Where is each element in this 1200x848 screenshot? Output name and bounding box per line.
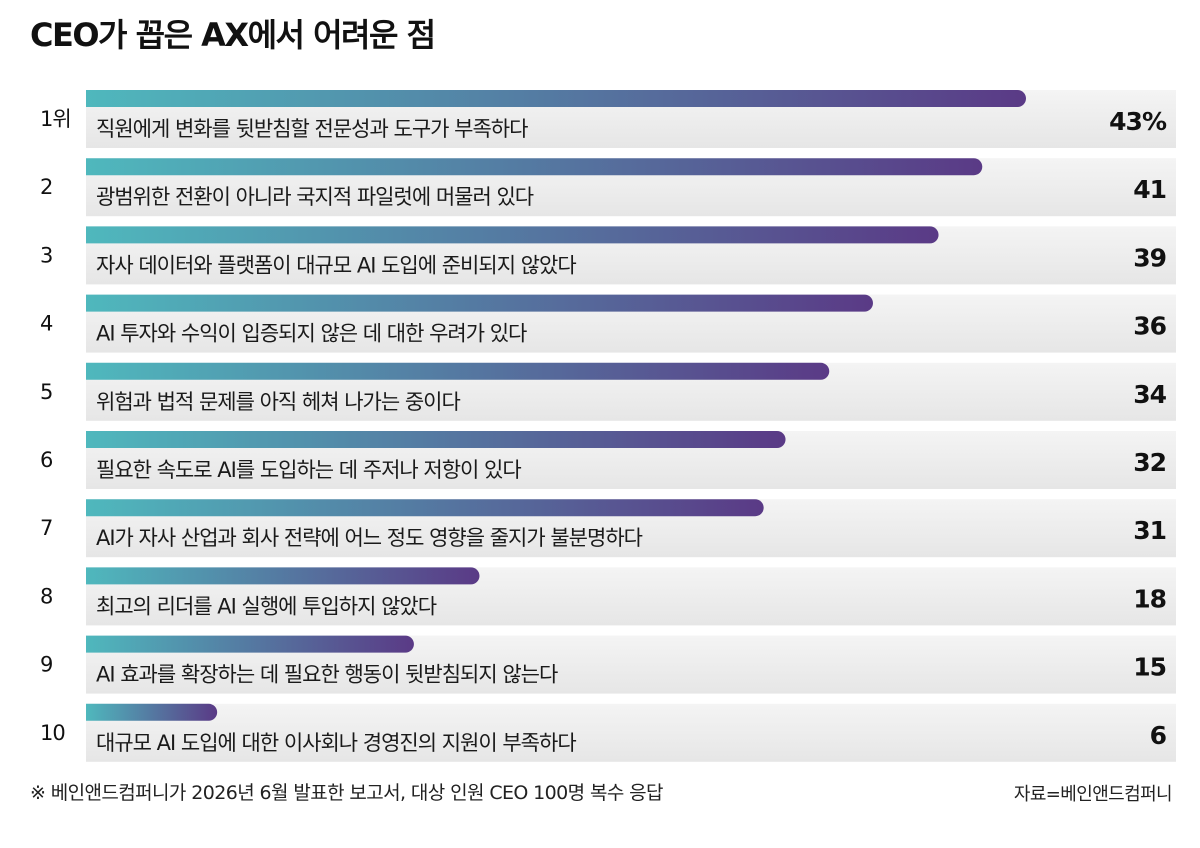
bar xyxy=(86,431,786,448)
value-label: 15 xyxy=(1133,653,1166,682)
bar xyxy=(86,362,830,380)
bar xyxy=(86,703,218,721)
value-label: 32 xyxy=(1133,448,1166,477)
rank-label: 10 xyxy=(40,721,65,745)
value-label: 31 xyxy=(1133,516,1166,545)
bar xyxy=(86,294,873,312)
value-label: 39 xyxy=(1133,243,1166,272)
category-label: AI가 자사 산업과 회사 전략에 어느 정도 영향을 줄지가 불분명하다 xyxy=(96,526,643,550)
value-label: 41 xyxy=(1133,175,1166,204)
rank-label: 7 xyxy=(40,516,52,540)
chart-title: CEO가 꼽은 AX에서 어려운 점 xyxy=(30,16,436,54)
rank-label: 8 xyxy=(40,584,52,608)
category-label: AI 투자와 수익이 입증되지 않은 데 대한 우려가 있다 xyxy=(96,322,527,346)
rank-label: 4 xyxy=(40,312,53,336)
bar xyxy=(86,567,480,585)
rank-label: 5 xyxy=(40,380,52,404)
value-label: 34 xyxy=(1133,380,1166,409)
bar xyxy=(86,226,939,244)
value-label: 36 xyxy=(1133,312,1166,341)
category-label: 최고의 리더를 AI 실행에 투입하지 않았다 xyxy=(96,594,437,618)
category-label: 광범위한 전환이 아니라 국지적 파일럿에 머물러 있다 xyxy=(96,185,534,209)
category-label: 위험과 법적 문제를 아직 헤쳐 나가는 중이다 xyxy=(96,390,460,414)
bar xyxy=(86,499,764,517)
rank-label: 3 xyxy=(40,243,52,267)
rank-label: 9 xyxy=(40,653,52,677)
rank-label: 6 xyxy=(40,448,53,472)
value-label: 43% xyxy=(1109,107,1167,136)
bar xyxy=(86,635,414,653)
rank-label: 2 xyxy=(40,175,52,199)
category-label: 대규모 AI 도입에 대한 이사회나 경영진의 지원이 부족하다 xyxy=(96,731,576,755)
bar xyxy=(86,158,983,176)
footnote: ※ 베인앤드컴퍼니가 2026년 6월 발표한 보고서, 대상 인원 CEO 1… xyxy=(30,782,664,804)
value-label: 18 xyxy=(1133,584,1166,613)
value-label: 6 xyxy=(1150,721,1167,750)
category-label: AI 효과를 확장하는 데 필요한 행동이 뒷받침되지 않는다 xyxy=(96,663,558,687)
category-label: 필요한 속도로 AI를 도입하는 데 주저나 저항이 있다 xyxy=(96,458,521,482)
category-label: 직원에게 변화를 뒷받침할 전문성과 도구가 부족하다 xyxy=(96,117,528,141)
bar xyxy=(86,90,1026,107)
source-credit: 자료=베인앤드컴퍼니 xyxy=(1013,784,1173,805)
row-background xyxy=(86,703,1176,762)
category-label: 자사 데이터와 플랫폼이 대규모 AI 도입에 준비되지 않았다 xyxy=(96,253,576,277)
rank-label: 1위 xyxy=(40,107,71,131)
